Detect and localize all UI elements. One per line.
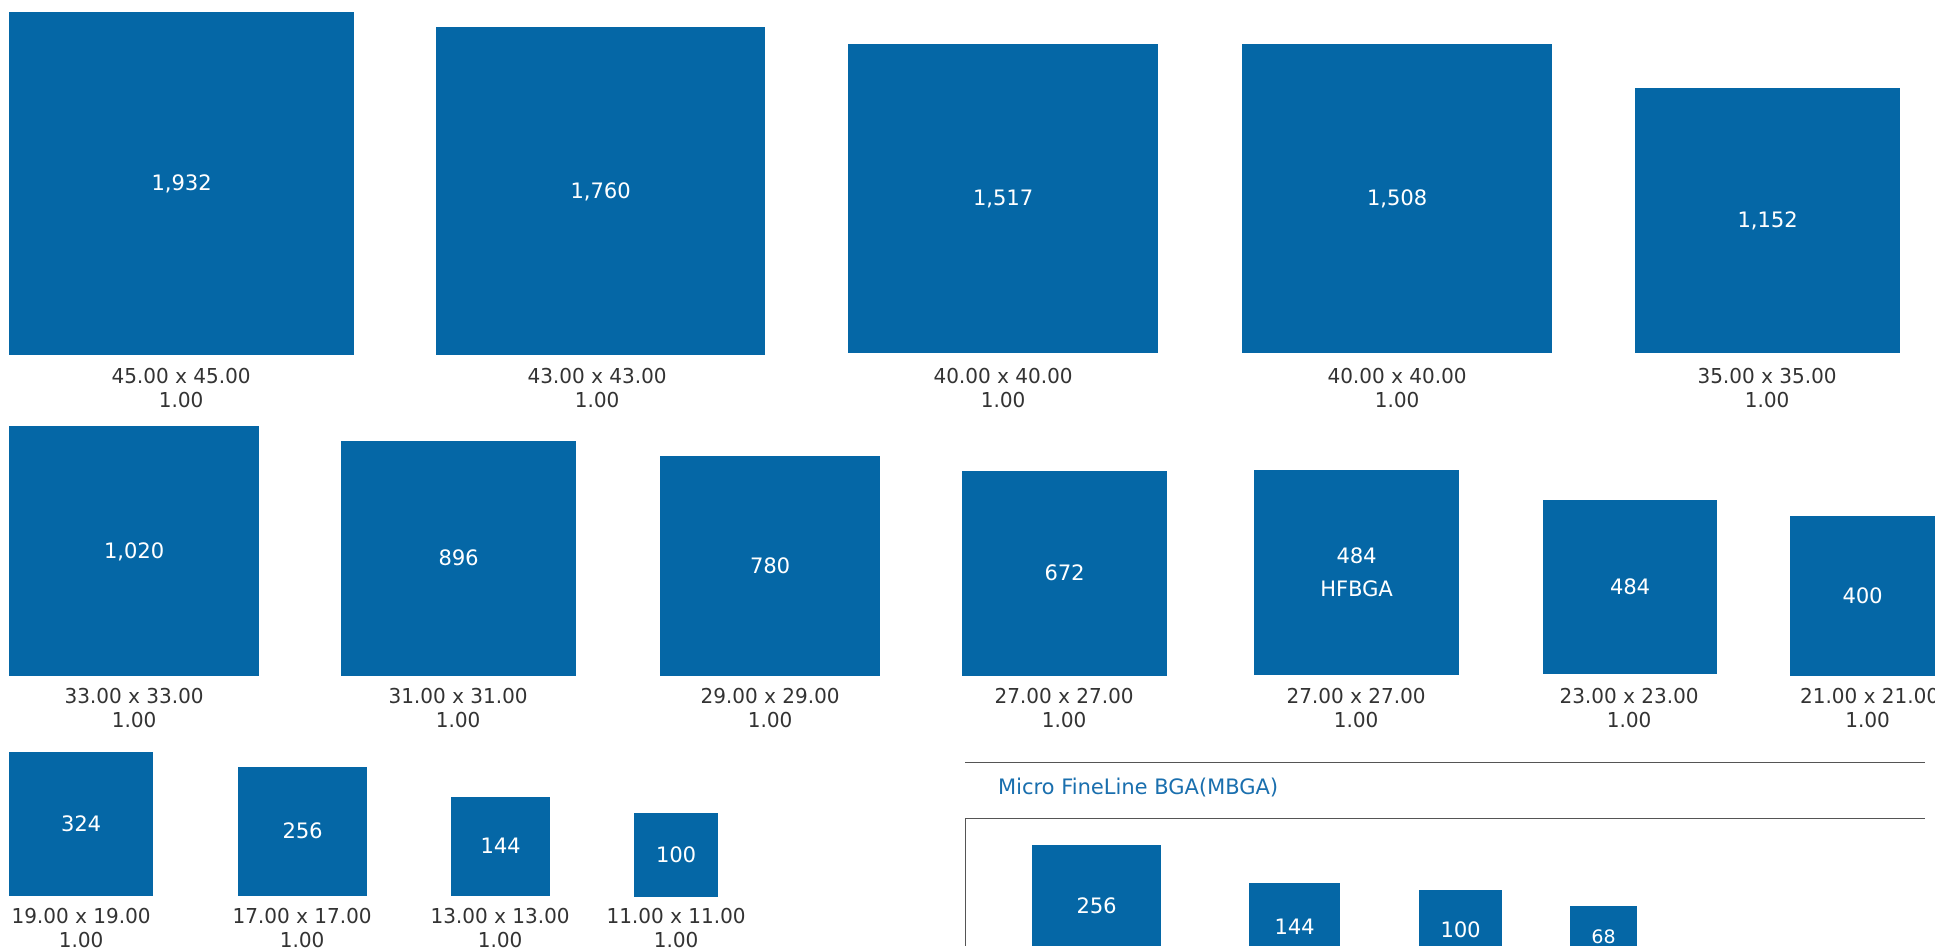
package-pitch: 1.00 [1845, 708, 1890, 732]
package-pin-count: 1,517 [972, 186, 1034, 211]
package-pitch: 1.00 [747, 708, 793, 732]
package-1152: 1,152 [1635, 88, 1900, 353]
package-pitch: 1.00 [980, 388, 1026, 412]
package-pitch: 1.00 [1744, 388, 1790, 412]
package-dimensions: 40.00 x 40.00 [1327, 364, 1467, 388]
package-caption: 19.00 x 19.00 1.00 [0, 904, 162, 952]
package-pin-count: 780 [749, 553, 791, 578]
package-pin-count: 400 [1842, 583, 1883, 608]
package-pin-count: 256 [1076, 894, 1117, 918]
mbga-package-144: 144 [1249, 883, 1340, 946]
package-pitch: 1.00 [58, 928, 104, 952]
package-dimensions: 31.00 x 31.00 [388, 684, 528, 708]
package-dimensions: 21.00 x 21.00 [1800, 684, 1935, 708]
package-pitch: 1.00 [653, 928, 699, 952]
package-1517: 1,517 [848, 44, 1158, 353]
package-caption: 21.00 x 21.00 1.00 [1800, 684, 1935, 732]
package-324: 324 [9, 752, 153, 896]
package-1932: 1,932 [9, 12, 354, 355]
mbga-package-68: 68 [1570, 906, 1637, 948]
package-100: 100 [634, 813, 718, 897]
package-pin-count: 1,020 [103, 538, 165, 563]
package-dimensions: 13.00 x 13.00 [430, 904, 570, 928]
package-caption: 45.00 x 45.00 1.00 [81, 364, 281, 412]
package-caption: 40.00 x 40.00 1.00 [1297, 364, 1497, 412]
mbga-package-256: 256 [1032, 845, 1161, 946]
package-caption: 27.00 x 27.00 1.00 [964, 684, 1164, 732]
package-896: 896 [341, 441, 576, 676]
package-caption: 31.00 x 31.00 1.00 [358, 684, 558, 732]
package-caption: 23.00 x 23.00 1.00 [1529, 684, 1729, 732]
package-pitch: 1.00 [1374, 388, 1420, 412]
package-pin-count: 484 [1336, 543, 1377, 568]
package-pin-count: 1,152 [1737, 208, 1798, 233]
package-pin-count: 144 [1274, 915, 1315, 939]
package-pin-count: 100 [1440, 918, 1481, 942]
package-672: 672 [962, 471, 1167, 676]
package-pin-count: 1,760 [570, 178, 631, 203]
package-pin-count: 256 [282, 819, 323, 844]
package-caption: 27.00 x 27.00 1.00 [1256, 684, 1456, 732]
package-dimensions: 45.00 x 45.00 [111, 364, 251, 388]
package-pin-count: 1,508 [1366, 186, 1428, 211]
package-dimensions: 17.00 x 17.00 [232, 904, 372, 928]
package-pitch: 1.00 [1606, 708, 1652, 732]
package-dimensions: 23.00 x 23.00 [1559, 684, 1699, 708]
package-dimensions: 27.00 x 27.00 [1286, 684, 1426, 708]
section-frame-left [965, 818, 966, 946]
package-pin-count: 68 [1591, 926, 1616, 948]
package-dimensions: 19.00 x 19.00 [11, 904, 151, 928]
package-dimensions: 33.00 x 33.00 [64, 684, 204, 708]
package-pin-count: 144 [480, 834, 521, 859]
package-1760: 1,760 [436, 27, 765, 355]
mbga-section-title: Micro FineLine BGA(MBGA) [998, 775, 1279, 799]
package-pin-count: 672 [1044, 561, 1085, 586]
package-pitch: 1.00 [477, 928, 523, 952]
package-dimensions: 43.00 x 43.00 [527, 364, 667, 388]
package-144: 144 [451, 797, 550, 896]
package-caption: 13.00 x 13.00 1.00 [420, 904, 580, 952]
package-780: 780 [660, 456, 880, 676]
package-caption: 40.00 x 40.00 1.00 [903, 364, 1103, 412]
package-pitch: 1.00 [1041, 708, 1087, 732]
package-1020: 1,020 [9, 426, 259, 676]
package-dimensions: 27.00 x 27.00 [994, 684, 1134, 708]
package-pin-count: 100 [655, 842, 697, 867]
mbga-package-100: 100 [1419, 890, 1502, 946]
package-1508: 1,508 [1242, 44, 1552, 353]
package-484-hfbga: 484 HFBGA [1254, 470, 1459, 675]
section-frame-top [965, 818, 1925, 819]
package-pin-count: 1,932 [151, 171, 212, 196]
package-caption: 43.00 x 43.00 1.00 [497, 364, 697, 412]
package-484: 484 [1543, 500, 1717, 674]
section-divider-top [965, 762, 1925, 763]
package-pitch: 1.00 [158, 388, 204, 412]
package-pin-count: 896 [438, 546, 479, 571]
package-dimensions: 40.00 x 40.00 [933, 364, 1073, 388]
package-pitch: 1.00 [111, 708, 157, 732]
package-caption: 33.00 x 33.00 1.00 [34, 684, 234, 732]
package-pitch: 1.00 [574, 388, 620, 412]
package-pitch: 1.00 [435, 708, 481, 732]
package-caption: 11.00 x 11.00 1.00 [596, 904, 756, 952]
package-caption: 35.00 x 35.00 1.00 [1667, 364, 1867, 412]
package-dimensions: 35.00 x 35.00 [1697, 364, 1837, 388]
package-dimensions: 11.00 x 11.00 [606, 904, 746, 928]
package-pitch: 1.00 [279, 928, 325, 952]
package-400: 400 [1790, 516, 1935, 676]
package-caption: 17.00 x 17.00 1.00 [222, 904, 382, 952]
package-dimensions: 29.00 x 29.00 [700, 684, 840, 708]
package-type-label: HFBGA [1320, 576, 1393, 601]
package-pin-count: 324 [60, 811, 102, 836]
package-pitch: 1.00 [1333, 708, 1379, 732]
package-caption: 29.00 x 29.00 1.00 [670, 684, 870, 732]
package-256: 256 [238, 767, 367, 896]
package-pin-count: 484 [1609, 574, 1651, 599]
